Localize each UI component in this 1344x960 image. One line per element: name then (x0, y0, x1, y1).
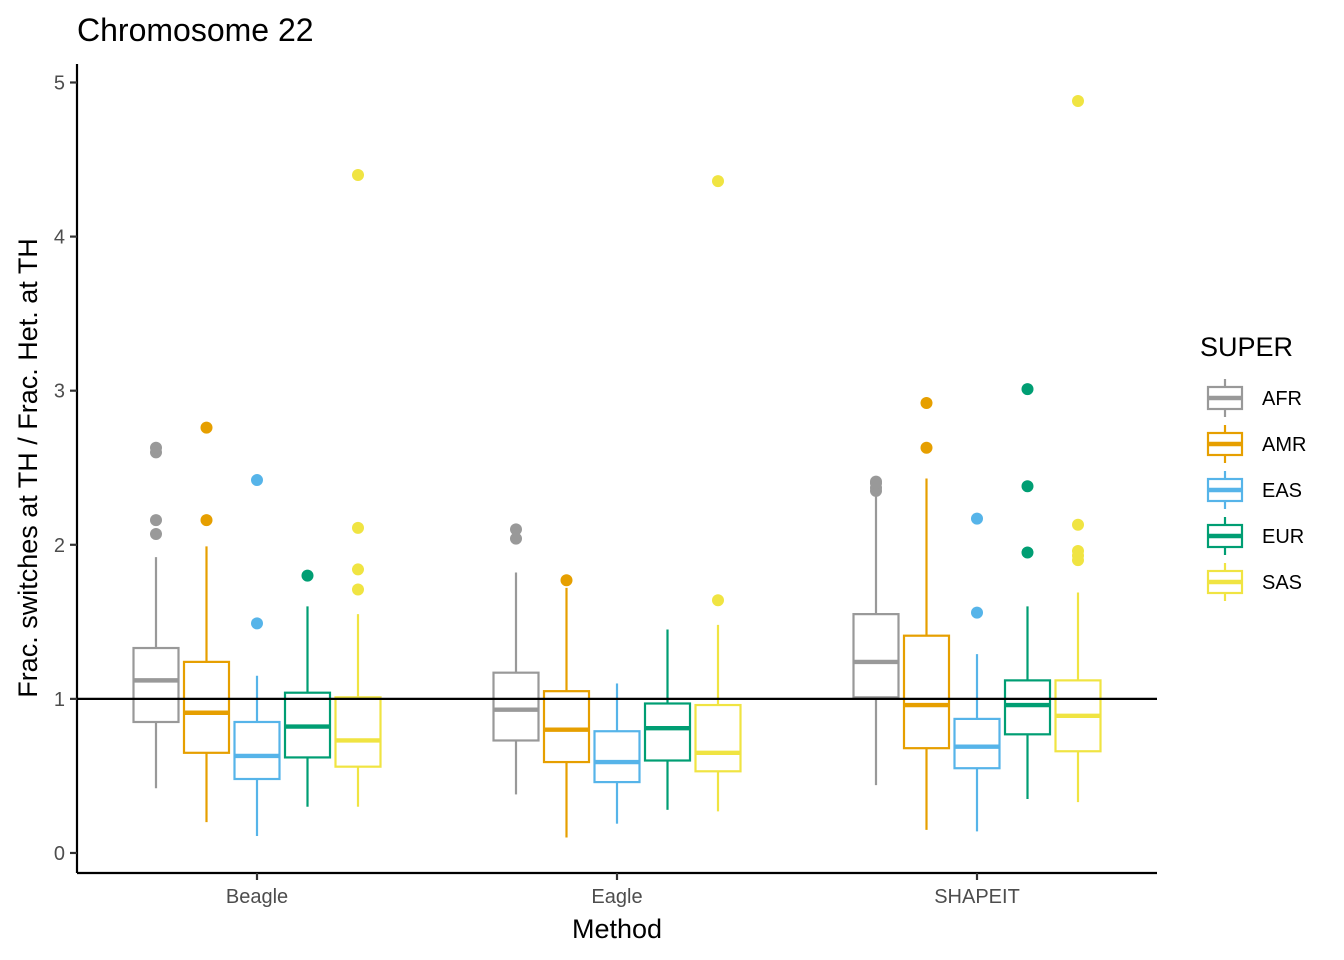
box-sas-beagle (334, 168, 382, 807)
iqr-box (334, 696, 382, 768)
outlier-point (560, 574, 573, 587)
x-axis-title: Method (572, 914, 662, 944)
box-amr-beagle (182, 421, 231, 823)
series-eur (283, 383, 1052, 810)
box-eas-eagle (593, 683, 641, 824)
box-eur-beagle (283, 569, 332, 807)
legend-key (1206, 563, 1244, 601)
outlier-point (251, 617, 263, 630)
outlier-point (971, 512, 983, 525)
y-tick-label: 4 (54, 227, 65, 249)
legend-label: AFR (1262, 388, 1302, 410)
legend-item-sas: SAS (1206, 563, 1302, 601)
outlier-point (1021, 383, 1034, 396)
legend-key (1206, 471, 1244, 509)
series-sas (334, 94, 1102, 812)
iqr-box (492, 671, 540, 742)
plot-area (77, 94, 1157, 838)
legend: SUPER AFR AMR EAS EUR SAS (1200, 332, 1306, 601)
iqr-box (852, 613, 900, 699)
axes: 0 1 2 3 4 5 Beagle Eagle SHAPEIT (54, 64, 1157, 908)
legend-item-amr: AMR (1206, 425, 1306, 463)
iqr-box (132, 646, 180, 724)
outlier-point (1021, 480, 1034, 493)
outlier-point (301, 569, 314, 582)
iqr-box (902, 634, 951, 750)
box-eur-eagle (643, 629, 692, 810)
outlier-point (510, 532, 522, 545)
outlier-point (352, 521, 364, 534)
legend-label: SAS (1262, 572, 1302, 594)
y-tick-label: 5 (54, 72, 65, 94)
chart-title: Chromosome 22 (77, 12, 314, 48)
outlier-point (352, 583, 364, 596)
box-amr-shapeit (902, 397, 951, 830)
outlier-point (1072, 544, 1084, 557)
outlier-point (251, 474, 263, 487)
legend-label: AMR (1262, 434, 1306, 456)
legend-key (1206, 517, 1244, 555)
legend-item-afr: AFR (1206, 379, 1302, 417)
legend-item-eur: EUR (1206, 517, 1304, 555)
outlier-point (712, 594, 724, 607)
outlier-point (150, 527, 162, 540)
box-afr-beagle (132, 441, 180, 789)
iqr-box (953, 717, 1001, 770)
box-eur-shapeit (1003, 383, 1052, 800)
series-amr (182, 397, 951, 838)
series-eas (233, 474, 1001, 837)
iqr-box (1003, 679, 1052, 736)
legend-label: EAS (1262, 480, 1302, 502)
legend-key (1206, 425, 1244, 463)
outlier-point (920, 397, 933, 410)
iqr-box (233, 720, 281, 781)
outlier-point (1072, 518, 1084, 531)
outlier-point (1072, 94, 1084, 107)
iqr-box (542, 690, 591, 764)
box-sas-shapeit (1054, 94, 1102, 803)
box-sas-eagle (694, 175, 742, 812)
outlier-point (150, 441, 162, 454)
iqr-box (694, 703, 742, 773)
outlier-point (352, 168, 364, 181)
x-tick-label: Eagle (591, 886, 642, 908)
outlier-point (150, 514, 162, 527)
box-eas-shapeit (953, 512, 1001, 832)
y-tick-label: 0 (54, 843, 65, 865)
outlier-point (510, 523, 522, 536)
outlier-point (971, 606, 983, 619)
y-tick-label: 3 (54, 381, 65, 403)
x-tick-label: Beagle (226, 886, 288, 908)
box-amr-eagle (542, 574, 591, 838)
outlier-point (870, 475, 882, 488)
iqr-box (593, 730, 641, 784)
y-tick-label: 1 (54, 689, 65, 711)
outlier-point (920, 441, 933, 454)
outlier-point (712, 175, 724, 188)
y-axis-title: Frac. switches at TH / Frac. Het. at TH (13, 238, 43, 698)
outlier-point (1021, 546, 1034, 559)
outlier-point (352, 563, 364, 576)
box-eas-beagle (233, 474, 281, 837)
legend-item-eas: EAS (1206, 471, 1302, 509)
outlier-point (200, 421, 213, 434)
iqr-box (643, 702, 692, 762)
legend-label: EUR (1262, 526, 1304, 548)
box-afr-shapeit (852, 475, 900, 786)
legend-key (1206, 379, 1244, 417)
box-afr-eagle (492, 523, 540, 795)
y-tick-label: 2 (54, 535, 65, 557)
legend-title: SUPER (1200, 332, 1293, 362)
outlier-point (200, 514, 213, 527)
x-tick-label: SHAPEIT (934, 886, 1020, 908)
iqr-box (182, 660, 231, 754)
series-afr (132, 441, 900, 795)
